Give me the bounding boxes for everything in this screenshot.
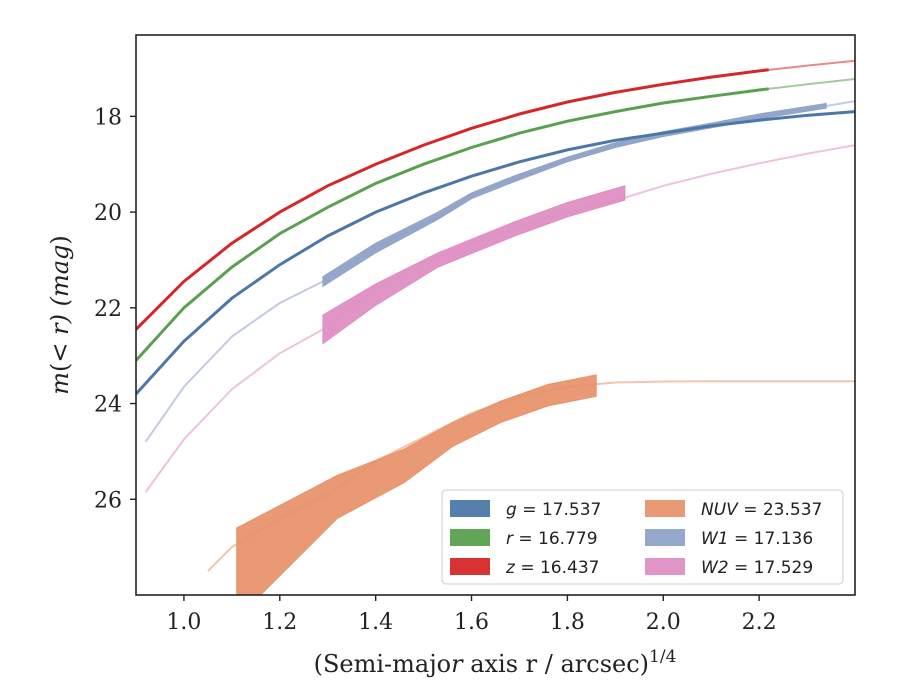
legend-swatch-w1 (645, 529, 685, 546)
y-tick-label: 22 (94, 297, 122, 322)
legend-swatch-g (450, 500, 490, 517)
y-tick-label: 24 (94, 393, 122, 418)
legend-label-nuv: NUV = 23.537 (701, 500, 822, 520)
legend-label-z: z = 16.437 (505, 558, 599, 578)
legend-swatch-r (450, 529, 490, 546)
y-tick-label: 18 (94, 105, 122, 130)
legend-box (441, 489, 844, 585)
series-z-line (136, 68, 769, 331)
uncertainty-bands (236, 102, 827, 595)
series-r-line (136, 87, 769, 362)
series-nuv-model-line (207, 380, 855, 572)
series-w2-model-line (144, 144, 855, 493)
y-axis-ticks: 18 20 22 24 26 (94, 105, 136, 513)
y-tick-label: 26 (94, 488, 122, 513)
legend-swatch-z (450, 558, 490, 575)
x-tick-label: 1.8 (550, 610, 585, 635)
legend-label-w2: W2 = 17.529 (701, 558, 813, 578)
series-w1-model-line (144, 100, 855, 443)
x-axis-label: (Semi-major axis r / arcsec)1/4 (314, 647, 677, 678)
plot-frame (135, 34, 856, 596)
y-tick-label: 20 (94, 201, 122, 226)
legend: g = 17.537 r = 16.779 z = 16.437 NUV = 23.5… (441, 489, 844, 585)
x-tick-label: 1.4 (358, 610, 393, 635)
x-axis-ticks: 1.0 1.2 1.4 1.6 1.8 2.0 2.2 (166, 595, 777, 635)
legend-label-r: r = 16.779 (506, 529, 598, 549)
legend-label-g: g = 17.537 (506, 500, 601, 520)
series-g-line (136, 110, 855, 396)
series-w1-band (322, 102, 827, 288)
x-tick-label: 2.2 (742, 610, 777, 635)
plot-area (136, 59, 855, 595)
legend-swatch-w2 (645, 558, 685, 575)
series-nuv-band (236, 374, 597, 595)
series-lines (136, 59, 855, 572)
y-axis-label: m(< r) (mag) (46, 235, 74, 395)
x-tick-label: 1.2 (262, 610, 297, 635)
legend-label-w1: W1 = 17.136 (701, 529, 813, 549)
x-tick-label: 2.0 (646, 610, 681, 635)
legend-swatch-nuv (645, 500, 685, 517)
x-tick-label: 1.6 (454, 610, 489, 635)
series-w2-band (322, 185, 626, 345)
x-tick-label: 1.0 (166, 610, 201, 635)
